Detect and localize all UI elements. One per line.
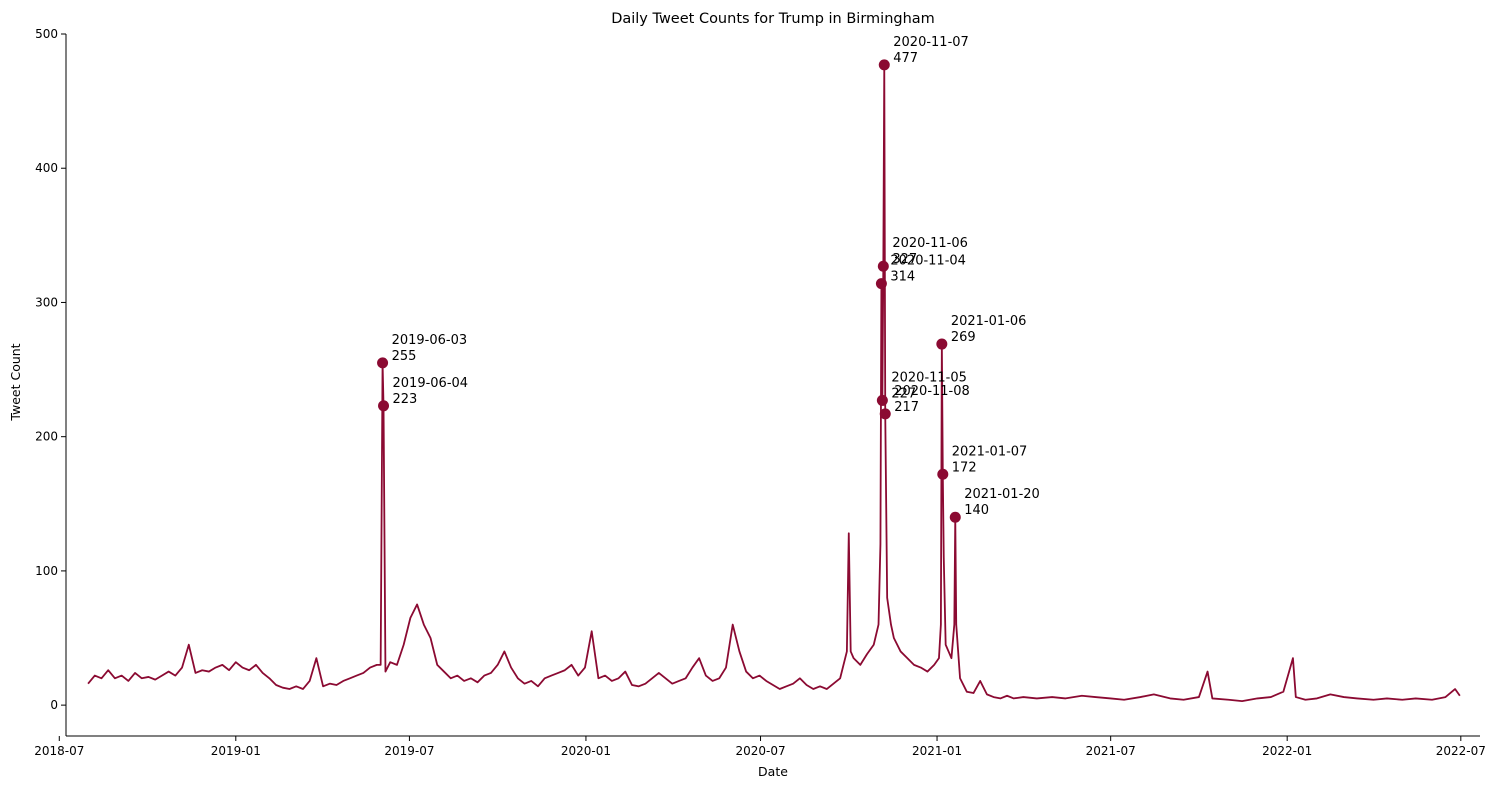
peak-date-label: 2021-01-07 bbox=[952, 444, 1028, 459]
peak-value-label: 255 bbox=[392, 349, 417, 364]
peak-date-label: 2020-11-05 bbox=[891, 370, 967, 385]
x-tick-label: 2022-07 bbox=[1436, 744, 1486, 758]
peak-marker bbox=[949, 511, 961, 523]
peak-date-label: 2020-11-07 bbox=[893, 35, 969, 50]
peak-date-label: 2020-11-06 bbox=[892, 236, 968, 251]
y-tick-label: 200 bbox=[35, 430, 58, 444]
peak-marker bbox=[936, 338, 948, 350]
y-tick-label: 0 bbox=[50, 698, 58, 712]
peak-marker bbox=[877, 260, 889, 272]
peak-value-label: 217 bbox=[894, 400, 919, 415]
y-axis-title: Tweet Count bbox=[8, 343, 23, 421]
x-tick-label: 2021-01 bbox=[912, 744, 962, 758]
x-axis-title: Date bbox=[758, 764, 788, 779]
peak-date-label: 2020-11-04 bbox=[890, 254, 966, 269]
peak-value-label: 269 bbox=[951, 330, 976, 345]
x-tick-label: 2019-07 bbox=[384, 744, 434, 758]
peak-value-label: 140 bbox=[964, 503, 989, 518]
peak-value-label: 314 bbox=[890, 270, 915, 285]
peak-marker bbox=[876, 394, 888, 406]
peak-date-label: 2019-06-03 bbox=[392, 333, 468, 348]
peak-value-label: 223 bbox=[393, 392, 418, 407]
peak-value-label: 327 bbox=[892, 252, 917, 267]
y-axis: 0 100 200 300 400 500 bbox=[35, 27, 67, 736]
peak-date-label: 2020-11-08 bbox=[894, 384, 970, 399]
peak-marker bbox=[879, 408, 891, 420]
y-tick-label: 100 bbox=[35, 564, 58, 578]
peak-value-label: 172 bbox=[952, 460, 977, 475]
x-tick-label: 2018-07 bbox=[34, 744, 84, 758]
peak-marker bbox=[378, 400, 390, 412]
x-tick-label: 2021-07 bbox=[1086, 744, 1136, 758]
peak-date-label: 2019-06-04 bbox=[393, 376, 469, 391]
x-tick-label: 2022-01 bbox=[1262, 744, 1312, 758]
series-line bbox=[87, 63, 1461, 702]
peak-value-label: 227 bbox=[891, 386, 916, 401]
x-tick-label: 2020-01 bbox=[561, 744, 611, 758]
y-tick-label: 400 bbox=[35, 161, 58, 175]
x-tick-label: 2020-07 bbox=[735, 744, 785, 758]
peak-marker bbox=[875, 278, 887, 290]
peak-date-label: 2021-01-06 bbox=[951, 314, 1027, 329]
peak-marker bbox=[937, 468, 949, 480]
x-axis: 2018-07 2019-01 2019-07 2020-01 2020-07 2021-… bbox=[34, 735, 1486, 758]
chart-title: Daily Tweet Counts for Trump in Birmingh… bbox=[611, 11, 935, 27]
y-tick-label: 500 bbox=[35, 27, 58, 41]
x-tick-label: 2019-01 bbox=[211, 744, 261, 758]
y-tick-label: 300 bbox=[35, 295, 58, 309]
peak-value-label: 477 bbox=[893, 51, 918, 66]
plot-area bbox=[87, 63, 1461, 702]
peak-date-label: 2021-01-20 bbox=[964, 487, 1040, 502]
peak-marker bbox=[878, 59, 890, 71]
peak-marker bbox=[377, 357, 389, 369]
